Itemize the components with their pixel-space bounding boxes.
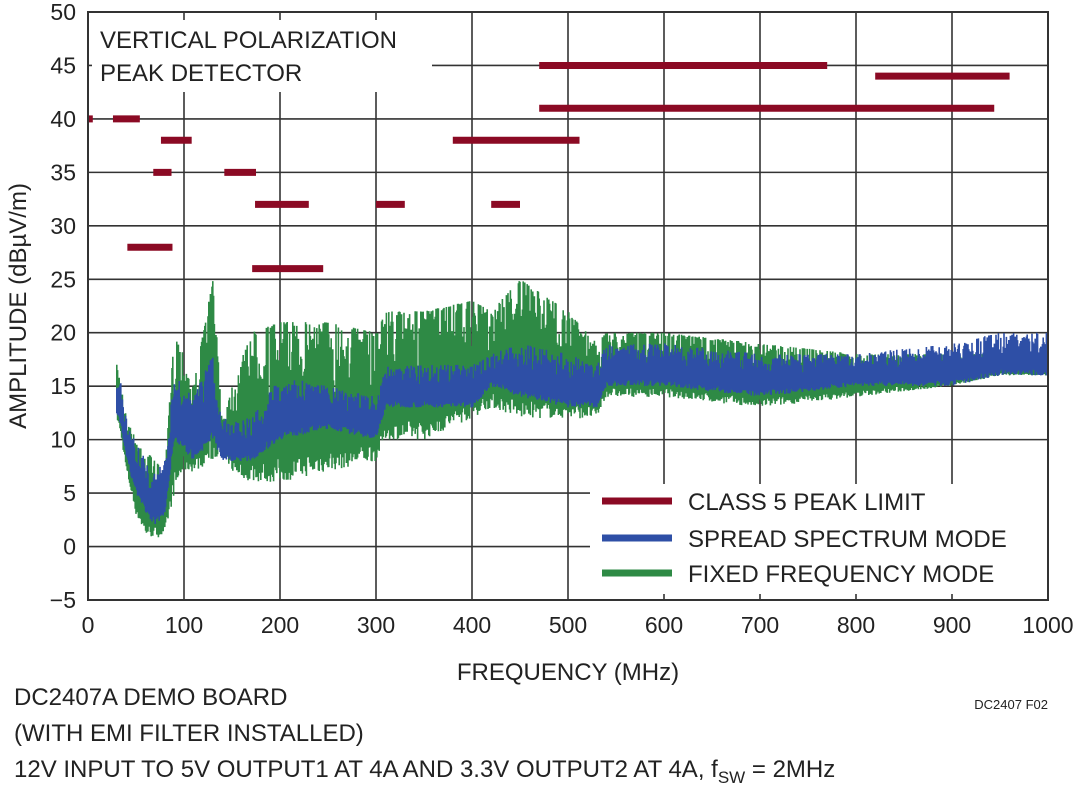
x-tick-label: 500: [549, 612, 587, 638]
y-tick-label: 20: [50, 320, 76, 346]
y-axis-label: AMPLITUDE (dBµV/m): [5, 183, 32, 429]
y-tick-label: −5: [50, 587, 76, 613]
x-tick-label: 800: [837, 612, 875, 638]
footer-line-3-main: 12V INPUT TO 5V OUTPUT1 AT 4A AND 3.3V O…: [14, 756, 718, 783]
axes: 0 100 200 300 400 500 600 700 800 900 1000−5051015…: [50, 0, 1074, 638]
plot-frame: [87, 11, 1049, 601]
annotation: VERTICAL POLARIZATION PEAK DETECTOR: [92, 20, 432, 92]
y-tick-label: 0: [63, 534, 76, 560]
y-tick-label: 45: [50, 52, 76, 78]
legend-label-spread: SPREAD SPECTRUM MODE: [688, 526, 1007, 553]
annotation-line-1: VERTICAL POLARIZATION: [100, 27, 397, 54]
x-tick-label: 700: [741, 612, 779, 638]
y-tick-label: 35: [50, 159, 76, 185]
x-tick-label: 100: [165, 612, 203, 638]
legend: CLASS 5 PEAK LIMIT SPREAD SPECTRUM MODE …: [590, 484, 1047, 594]
traces: [116, 281, 1049, 538]
x-tick-label: 900: [933, 612, 971, 638]
footer-line-1: DC2407A DEMO BOARD: [14, 684, 287, 711]
series-spread-spectrum: [116, 332, 1049, 524]
y-tick-label: 30: [50, 213, 76, 239]
y-tick-label: 10: [50, 427, 76, 453]
limit-lines: [88, 61, 1010, 273]
y-tick-label: 25: [50, 266, 76, 292]
x-axis-label: FREQUENCY (MHz): [457, 659, 679, 686]
footer-line-2: (WITH EMI FILTER INSTALLED): [14, 720, 364, 747]
series-trace: [116, 332, 1049, 524]
y-tick-label: 40: [50, 106, 76, 132]
footer-line-3: 12V INPUT TO 5V OUTPUT1 AT 4A AND 3.3V O…: [14, 756, 835, 787]
figure-id: DC2407 F02: [974, 697, 1048, 712]
x-tick-label: 400: [453, 612, 491, 638]
legend-label-limit: CLASS 5 PEAK LIMIT: [688, 489, 926, 516]
annotation-line-2: PEAK DETECTOR: [100, 60, 302, 87]
x-tick-label: 600: [645, 612, 683, 638]
x-tick-label: 1000: [1022, 612, 1073, 638]
legend-label-fixed: FIXED FREQUENCY MODE: [688, 561, 994, 588]
x-tick-label: 0: [82, 612, 95, 638]
footer-subscript: SW: [718, 768, 745, 787]
x-tick-label: 300: [357, 612, 395, 638]
y-tick-label: 5: [63, 480, 76, 506]
y-tick-label: 15: [50, 373, 76, 399]
x-tick-label: 200: [261, 612, 299, 638]
footer-line-3-end: = 2MHz: [745, 756, 835, 783]
y-tick-label: 50: [50, 0, 76, 25]
